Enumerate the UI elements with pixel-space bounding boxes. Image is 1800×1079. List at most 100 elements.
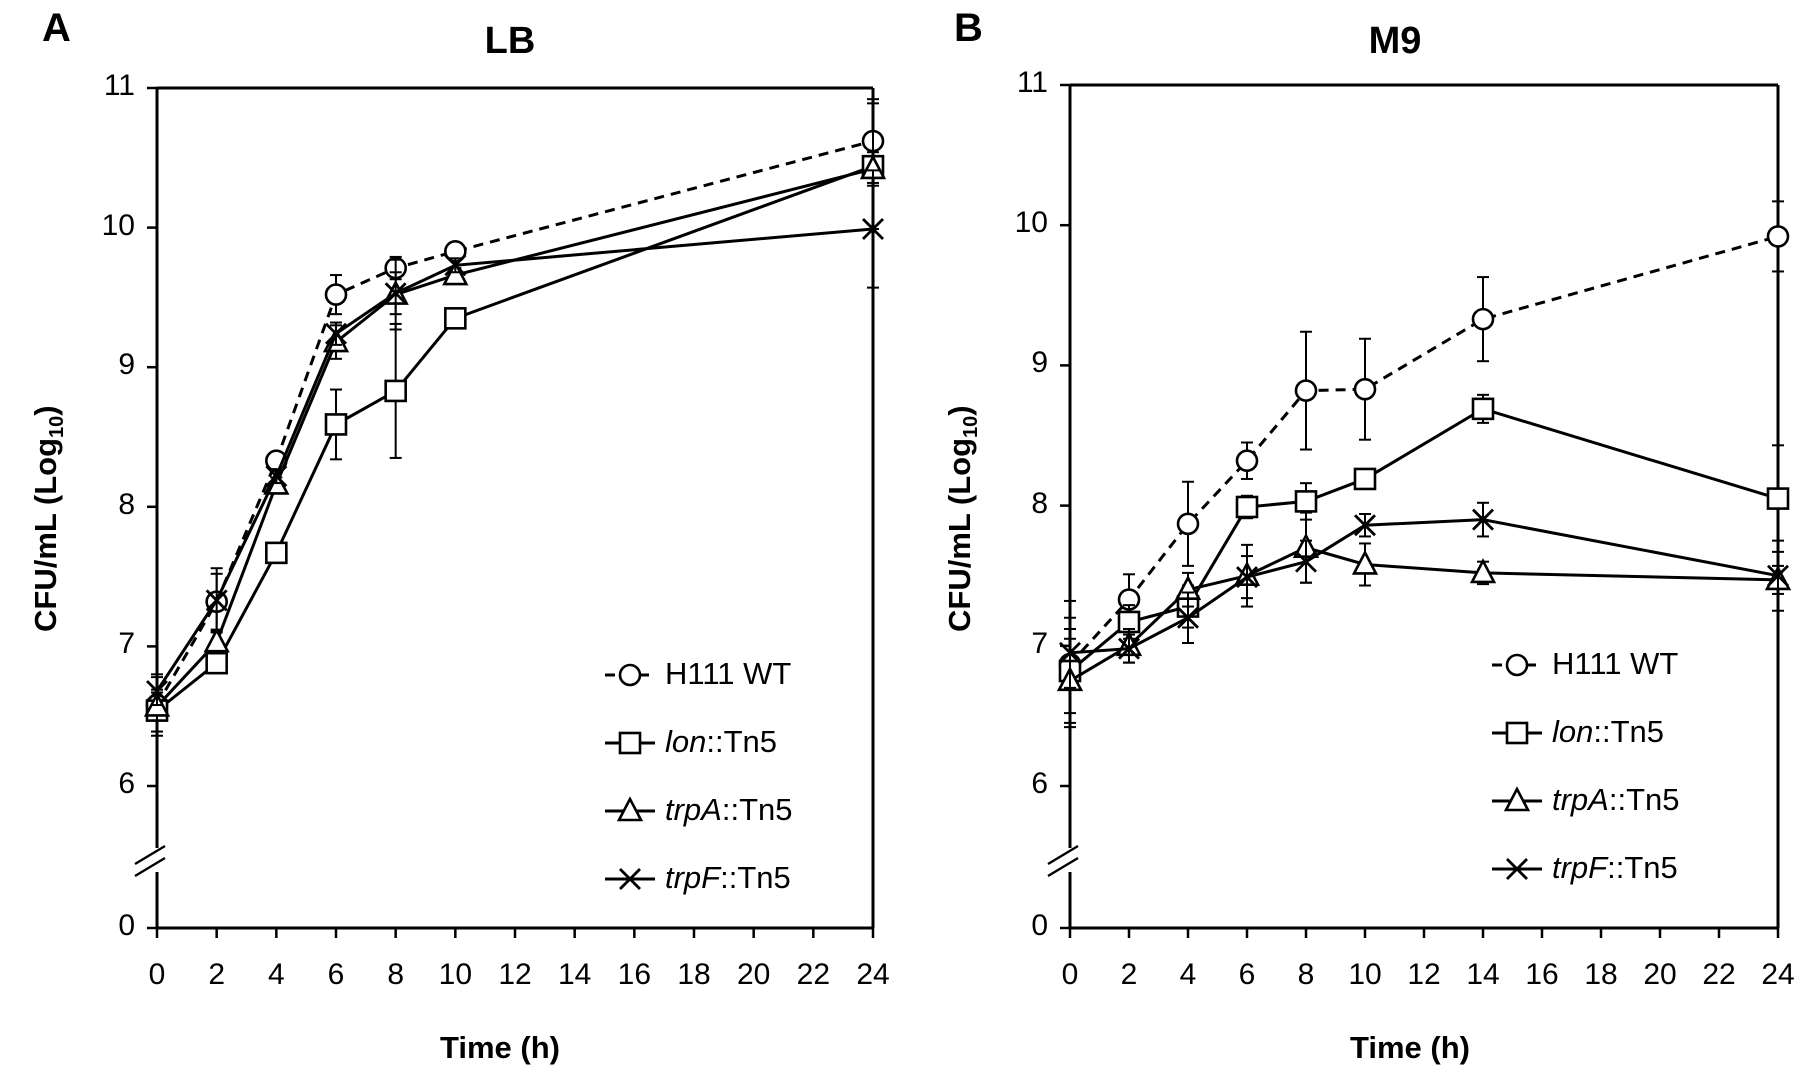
data-point-cross xyxy=(1236,566,1258,589)
x-axis-title: Time (h) xyxy=(1350,1030,1470,1065)
x-tick-label: 20 xyxy=(1643,958,1677,991)
x-tick-label: 4 xyxy=(1179,958,1197,991)
y-tick-label: 0 xyxy=(118,909,135,942)
data-point-cross xyxy=(862,218,884,240)
y-tick-label: 6 xyxy=(118,767,135,800)
x-tick-label: 12 xyxy=(1407,958,1441,991)
legend-swatch xyxy=(1492,786,1542,812)
x-tick-label: 14 xyxy=(557,958,592,991)
series-square xyxy=(1058,393,1790,715)
data-point-cross xyxy=(1472,508,1494,531)
data-point-cross xyxy=(1767,564,1789,587)
x-tick-label: 12 xyxy=(498,958,532,991)
data-point-square xyxy=(324,413,348,436)
plot-area xyxy=(1047,83,1780,938)
data-point-cross xyxy=(444,254,467,277)
data-point-triangle xyxy=(442,260,469,286)
legend-marker-triangle xyxy=(1503,786,1531,812)
x-tick-label: 20 xyxy=(736,958,771,991)
data-point-cross xyxy=(1295,550,1317,573)
legend-label: trpF::Tn5 xyxy=(665,860,791,895)
data-point-circle xyxy=(1176,512,1200,536)
data-point-square xyxy=(384,379,407,403)
legend-label: H111 WT xyxy=(1552,646,1679,681)
legend-label: trpA::Tn5 xyxy=(665,792,793,827)
series-cross xyxy=(146,169,884,707)
data-point-cross xyxy=(384,282,407,305)
axis-break-mark xyxy=(134,856,166,878)
series-line xyxy=(1069,518,1779,655)
x-tick-label: 6 xyxy=(1238,958,1256,991)
legend-marker-circle xyxy=(1505,653,1529,677)
legend-swatch xyxy=(605,663,655,687)
x-tick-label: 18 xyxy=(677,958,711,991)
series-line xyxy=(155,227,874,692)
panel-label: B xyxy=(954,6,983,50)
x-tick-label: 24 xyxy=(1761,958,1795,991)
data-point-triangle xyxy=(1351,549,1379,575)
data-point-circle xyxy=(1766,225,1790,248)
x-tick-label: 24 xyxy=(856,958,890,991)
axis-break-mark xyxy=(1047,844,1079,866)
series-cross xyxy=(1059,501,1789,689)
data-point-circle xyxy=(1353,377,1377,401)
x-tick-label: 6 xyxy=(327,958,345,991)
chart-title: M9 xyxy=(1368,20,1422,62)
panel-label: A xyxy=(42,6,71,50)
chart-a-canvas xyxy=(134,86,887,938)
y-axis-title: CFU/mL (Log10) xyxy=(942,405,983,632)
legend-swatch xyxy=(1492,858,1542,880)
data-point-circle xyxy=(1471,307,1495,331)
legend-marker-square xyxy=(618,731,642,755)
data-point-square xyxy=(1353,467,1377,491)
x-tick-label: 2 xyxy=(208,958,225,991)
series-line xyxy=(155,139,874,706)
y-tick-label: 0 xyxy=(1031,909,1048,942)
legend-marker-cross xyxy=(1506,858,1528,880)
series-line xyxy=(1069,546,1779,683)
x-tick-label: 14 xyxy=(1466,958,1500,991)
data-point-cross xyxy=(146,680,168,703)
data-point-circle xyxy=(324,283,348,306)
series-triangle xyxy=(1056,511,1792,724)
y-tick-label: 11 xyxy=(103,69,135,102)
axis-break-gap xyxy=(1064,848,1076,872)
y-axis-title: CFU/mL (Log10) xyxy=(28,405,69,632)
legend-swatch xyxy=(1492,653,1542,677)
y-tick-label: 8 xyxy=(1031,486,1048,520)
data-point-square xyxy=(1235,495,1259,519)
legend-label: lon::Tn5 xyxy=(665,724,778,759)
data-point-cross xyxy=(1059,641,1081,664)
data-point-square xyxy=(1294,490,1318,513)
chart-panel-b: B M9 Time (h) CFU/mL (Log10) 0 2 4 6 8 10 12 14… xyxy=(900,0,1800,1079)
series-line xyxy=(156,164,874,712)
legend-label: lon::Tn5 xyxy=(1552,714,1665,749)
x-tick-label: 18 xyxy=(1584,958,1618,991)
y-tick-label: 6 xyxy=(1031,767,1048,800)
x-tick-label: 4 xyxy=(267,958,285,991)
data-point-cross xyxy=(265,465,288,488)
y-tick-label: 10 xyxy=(1014,206,1048,240)
legend-marker-square xyxy=(1505,721,1529,745)
data-point-cross xyxy=(1177,606,1199,629)
y-tick-label: 7 xyxy=(1031,626,1048,660)
x-tick-label: 22 xyxy=(1702,958,1736,991)
data-point-square xyxy=(265,541,288,565)
legend-label: trpF::Tn5 xyxy=(1552,850,1678,885)
x-tick-label: 8 xyxy=(1297,958,1315,991)
x-tick-label: 16 xyxy=(617,958,652,991)
data-point-triangle xyxy=(203,627,230,653)
x-tick-label: 22 xyxy=(796,958,831,991)
x-tick-label: 0 xyxy=(148,958,166,991)
axis-break-mark xyxy=(134,844,166,866)
data-point-square xyxy=(1766,487,1790,510)
legend-label: H111 WT xyxy=(665,656,792,691)
legend-swatch xyxy=(605,731,655,755)
y-tick-label: 10 xyxy=(101,208,135,242)
x-tick-label: 8 xyxy=(387,958,404,991)
axis-break-mark xyxy=(1047,856,1079,878)
data-point-cross xyxy=(205,589,228,612)
x-tick-label: 2 xyxy=(1120,958,1138,991)
y-tick-label: 7 xyxy=(118,627,135,661)
y-tick-label: 9 xyxy=(118,348,135,382)
